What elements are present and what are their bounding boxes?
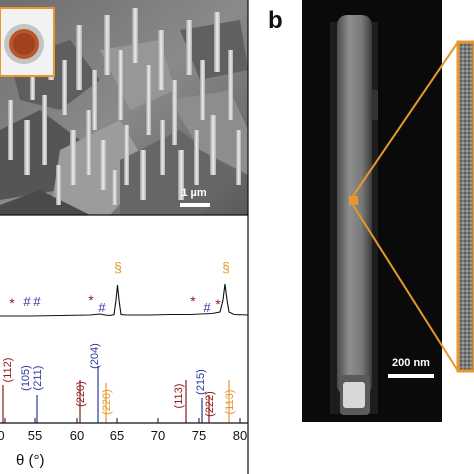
hash-marker-1: # [23, 294, 31, 309]
x-tick-label-60: 60 [70, 428, 84, 443]
section-marker-2: § [222, 259, 230, 275]
hash-marker-4: # [203, 300, 211, 315]
panel-b-label: b [268, 7, 283, 34]
x-tick-label-75: 75 [192, 428, 206, 443]
reflection-label-red-222: (222) [204, 391, 216, 417]
x-axis-ticks [4, 418, 241, 423]
stem-image: 200 nm [302, 0, 442, 422]
star-marker-2: * [88, 292, 94, 308]
hash-marker-3: # [98, 300, 106, 315]
nanowires [8, 8, 241, 205]
reflection-label-blue-215: (215) [195, 369, 207, 395]
reflection-label-blue-211: (211) [32, 366, 44, 391]
sem-scale-bar [180, 203, 210, 207]
reflection-label-blue-204: (204) [89, 343, 101, 369]
xrd-trace [0, 283, 249, 317]
zoom-region-marker [349, 196, 358, 205]
reflection-label-orange-220: (220) [101, 389, 113, 415]
stem-scale-bar [388, 374, 434, 378]
reflection-label-blue-105: (105) [20, 365, 32, 391]
x-tick-label-65: 65 [110, 428, 124, 443]
xrd-pattern: * # # * # § * # * § (112) (105) (211) (2… [0, 259, 249, 469]
x-tick-label-55: 55 [28, 428, 42, 443]
star-marker-1: * [9, 295, 15, 311]
reflection-label-orange-113: (113) [224, 390, 236, 415]
x-tick-label-80: 80 [233, 428, 247, 443]
x-tick-label-0: 0 [0, 428, 5, 443]
panel-a-sem-image: 1 µm [0, 0, 248, 215]
reflection-label-red-112: (112) [2, 358, 14, 383]
sample-photo-inset [0, 7, 55, 77]
stem-scale-label: 200 nm [392, 357, 430, 369]
hrtem-zoom-inset [456, 40, 474, 373]
x-axis-label: θ (°) [16, 452, 45, 469]
section-marker-1: § [114, 259, 122, 275]
sem-scale-label: 1 µm [181, 187, 207, 199]
reflection-label-red-220: (220) [75, 381, 87, 407]
reflection-label-red-113: (113) [173, 384, 185, 409]
x-tick-label-70: 70 [151, 428, 165, 443]
panel-b: b 200 nm [268, 0, 474, 422]
star-marker-4: * [215, 296, 221, 312]
star-marker-3: * [190, 293, 196, 309]
hash-marker-2: # [33, 294, 41, 309]
